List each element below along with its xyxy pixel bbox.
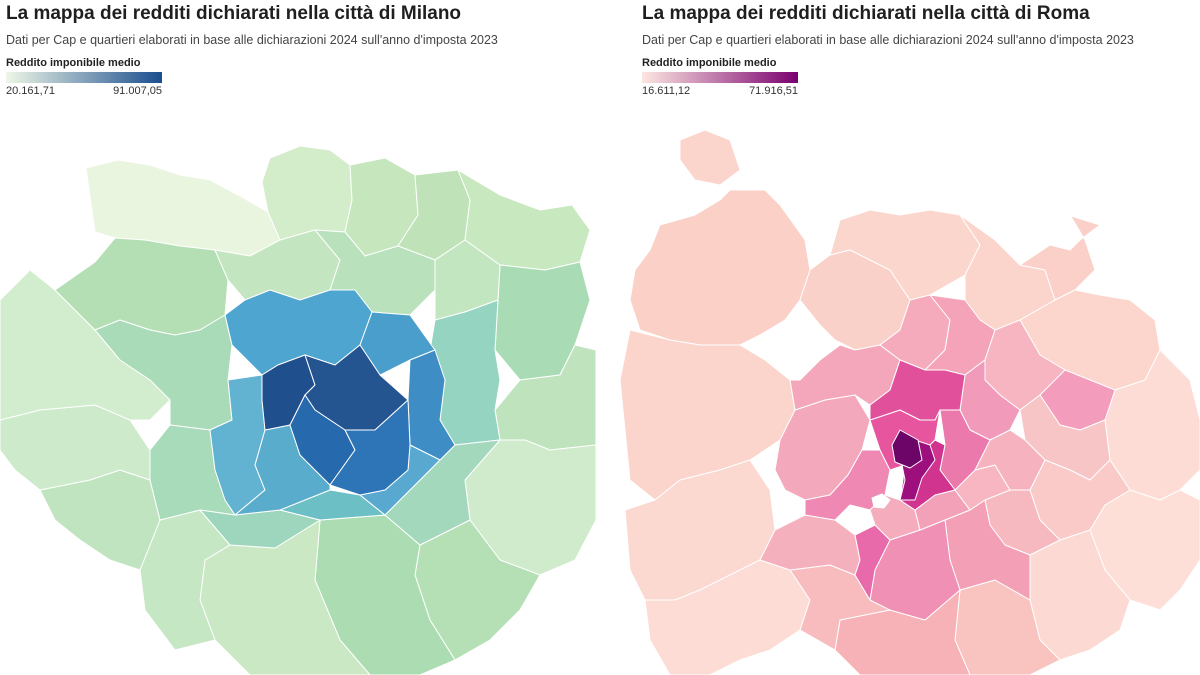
milano-legend-title: Reddito imponibile medio xyxy=(6,57,141,69)
roma-legend-max: 71.916,51 xyxy=(749,85,798,97)
milano-zone[interactable] xyxy=(314,229,436,316)
milano-zone[interactable] xyxy=(329,399,411,496)
roma-zone[interactable] xyxy=(891,429,923,469)
roma-map xyxy=(619,129,1200,675)
roma-legend-gradient xyxy=(642,72,798,83)
milano-legend-gradient xyxy=(6,72,162,83)
milano-legend-labels: 20.161,71 91.007,05 xyxy=(6,85,162,99)
roma-panel: La mappa dei redditi dichiarati nella ci… xyxy=(600,0,1200,675)
roma-zone[interactable] xyxy=(869,359,966,421)
milano-legend-max: 91.007,05 xyxy=(113,85,162,97)
milano-panel: La mappa dei redditi dichiarati nella ci… xyxy=(0,3,597,675)
roma-zone[interactable] xyxy=(679,129,741,186)
roma-legend-labels: 16.611,12 71.916,51 xyxy=(642,85,798,99)
milano-legend: Reddito imponibile medio 20.161,71 91.00… xyxy=(6,57,162,99)
milano-zones xyxy=(0,145,597,675)
milano-title: La mappa dei redditi dichiarati nella ci… xyxy=(6,3,462,24)
milano-subtitle: Dati per Cap e quartieri elaborati in ba… xyxy=(6,33,498,47)
roma-zone[interactable] xyxy=(629,189,811,346)
milano-map xyxy=(0,145,597,675)
roma-zone[interactable] xyxy=(871,493,891,509)
milano-legend-min: 20.161,71 xyxy=(6,85,55,97)
roma-title: La mappa dei redditi dichiarati nella ci… xyxy=(642,3,1090,24)
roma-legend-title: Reddito imponibile medio xyxy=(642,57,777,69)
roma-zones xyxy=(619,129,1200,675)
roma-subtitle: Dati per Cap e quartieri elaborati in ba… xyxy=(642,33,1134,47)
roma-zone[interactable] xyxy=(619,329,796,501)
roma-legend: Reddito imponibile medio 16.611,12 71.91… xyxy=(642,57,798,99)
roma-legend-min: 16.611,12 xyxy=(642,85,691,97)
milano-zone[interactable] xyxy=(261,145,353,241)
roma-zone[interactable] xyxy=(804,449,891,521)
